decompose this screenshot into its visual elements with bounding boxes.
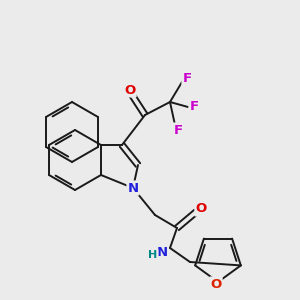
Text: N: N bbox=[156, 245, 168, 259]
Text: H: H bbox=[148, 250, 158, 260]
Text: F: F bbox=[173, 124, 183, 136]
Text: O: O bbox=[124, 83, 136, 97]
Text: F: F bbox=[189, 100, 199, 113]
Text: F: F bbox=[182, 73, 192, 85]
Text: O: O bbox=[195, 202, 207, 215]
Text: O: O bbox=[210, 278, 222, 290]
Text: N: N bbox=[128, 182, 139, 194]
